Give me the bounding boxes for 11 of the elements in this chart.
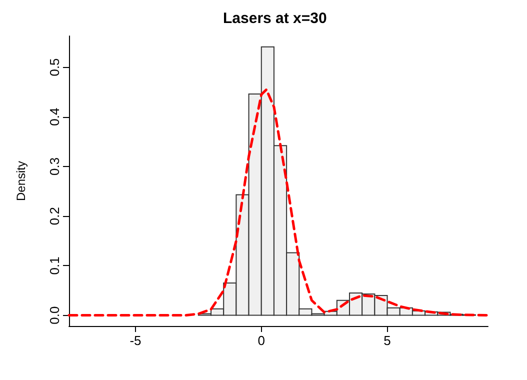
y-tick-label: 0.1 (47, 256, 62, 275)
x-tick-label: 5 (384, 333, 391, 348)
x-tick-label: 0 (258, 333, 265, 348)
y-axis-title: Density (14, 160, 28, 202)
y-tick-label: 0.5 (47, 58, 62, 76)
x-tick-label: -5 (130, 333, 142, 348)
y-tick-label: 0.0 (47, 306, 62, 324)
y-tick-label: 0.2 (47, 207, 62, 226)
y-tick-label: 0.3 (47, 157, 62, 176)
y-tick-label: 0.4 (47, 108, 62, 126)
chart-title: Lasers at x=30 (223, 10, 327, 27)
